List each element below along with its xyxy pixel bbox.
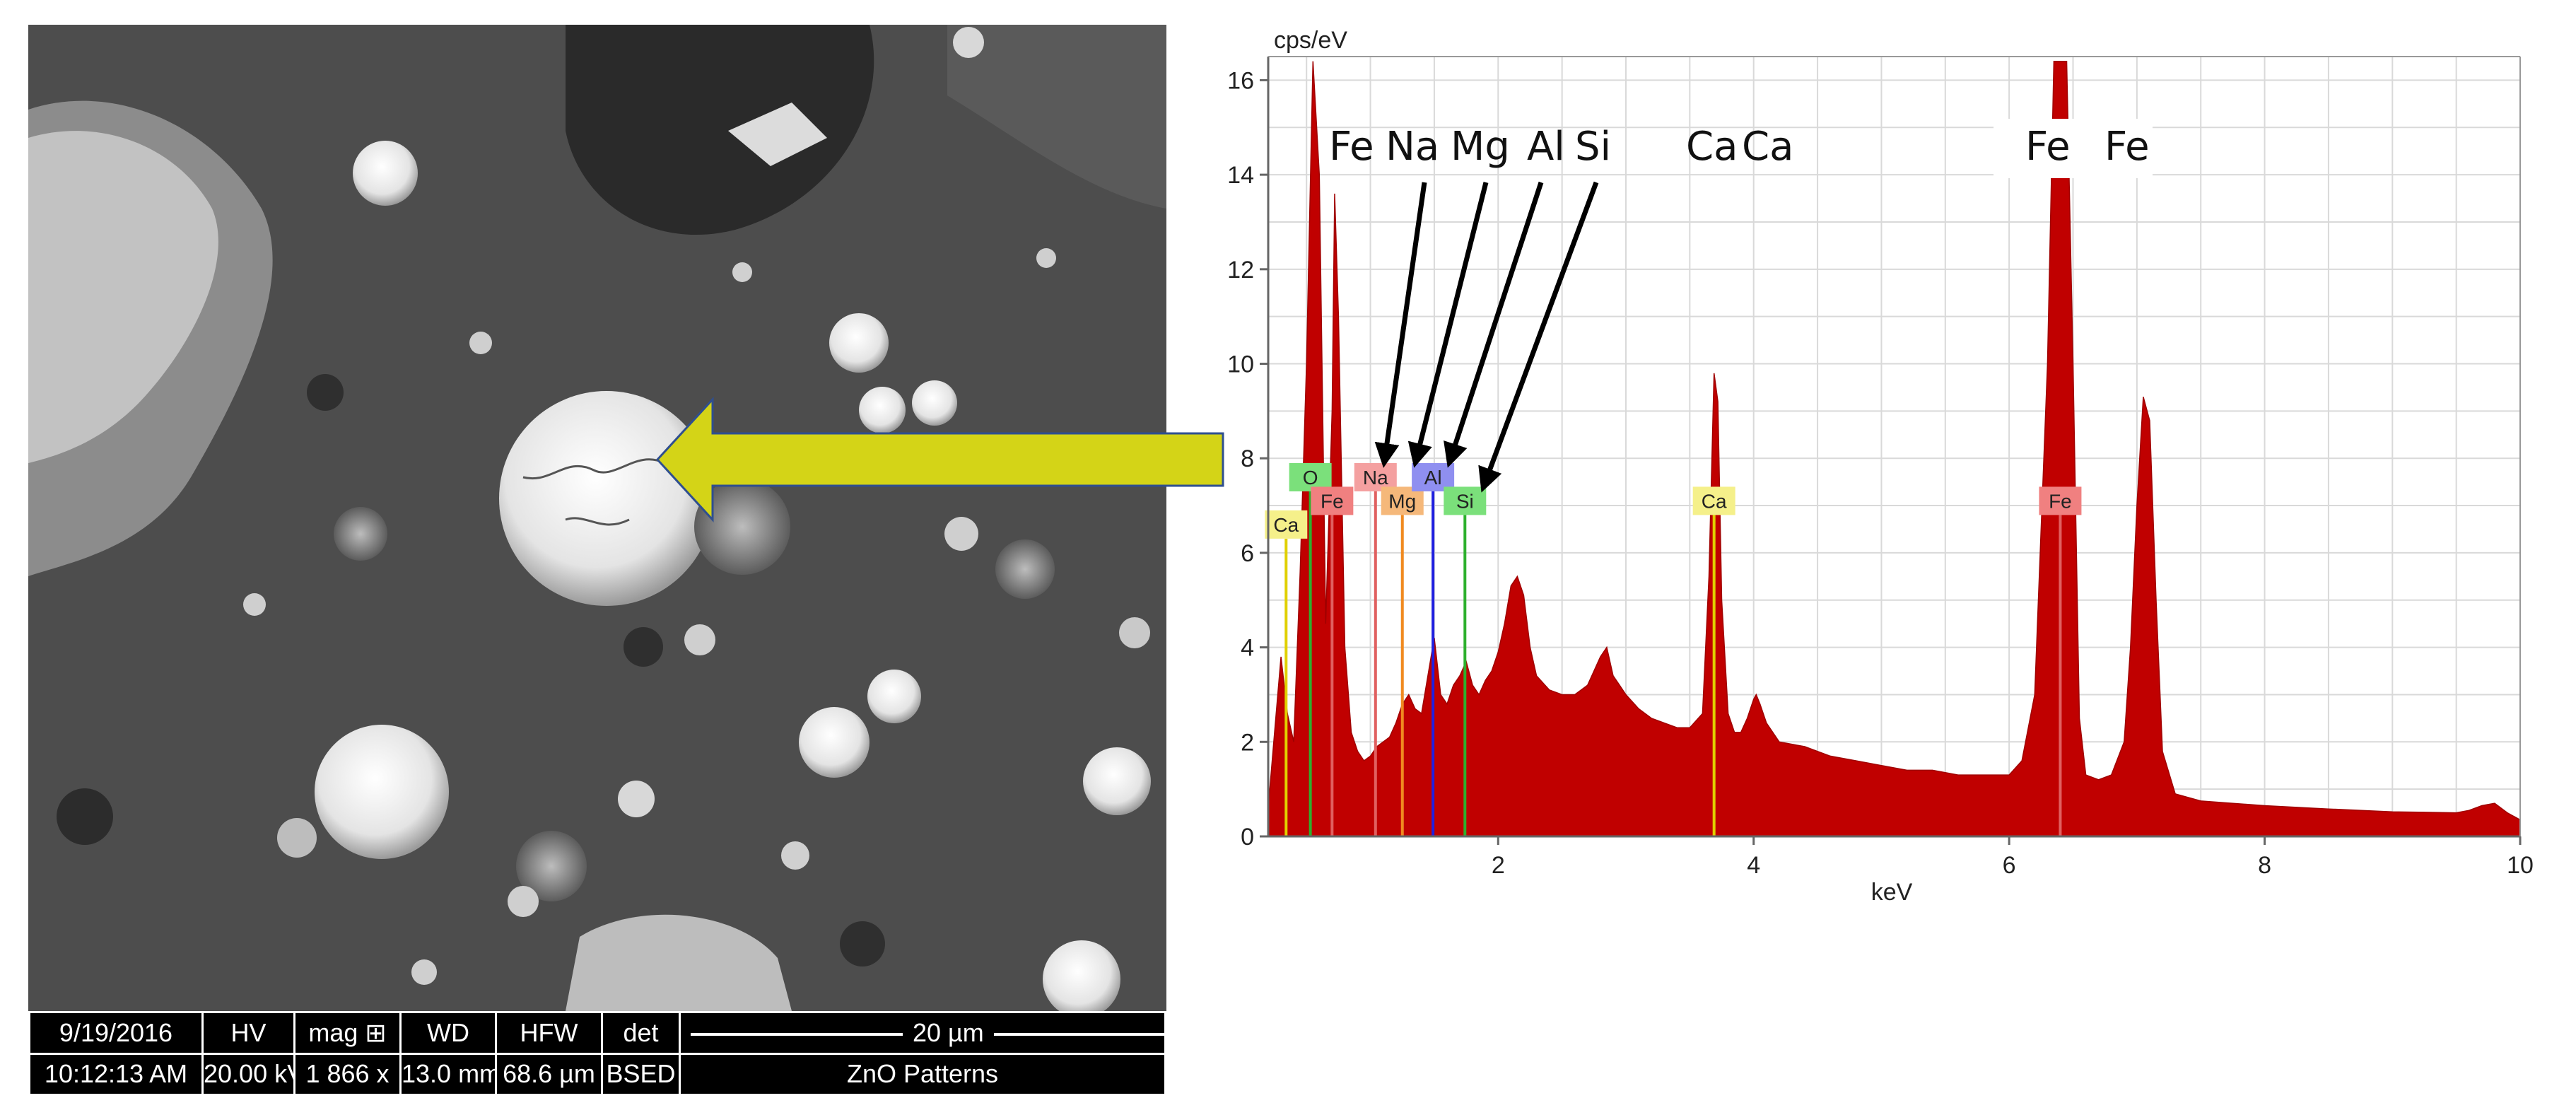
y-tick-label: 6: [1241, 540, 1254, 567]
databar-time: 10:12:13 AM: [28, 1052, 204, 1096]
databar-title: ZnO Patterns: [679, 1052, 1166, 1096]
element-marker-label: Fe: [2049, 490, 2072, 512]
y-tick-label: 4: [1241, 635, 1254, 662]
element-marker-o: O: [1289, 463, 1332, 836]
y-tick-label: 0: [1241, 824, 1254, 851]
element-marker-ca: Ca: [1692, 486, 1735, 836]
y-tick-label: 10: [1227, 351, 1254, 378]
element-marker-label: Ca: [1702, 490, 1727, 512]
tick-label-layer: 2 4 6 8 10 0 2 4 6 8 10 12 14 16: [1227, 67, 2534, 879]
scale-bar-label: 20 µm: [913, 1017, 984, 1047]
element-marker-ca: Ca: [1265, 510, 1308, 836]
y-axis-label: cps/eV: [1274, 27, 1347, 54]
x-tick-label: 6: [2003, 852, 2016, 879]
yellow-pointer-arrow: [655, 397, 1224, 522]
databar-det-value: BSED: [601, 1052, 681, 1096]
element-marker-label: Mg: [1388, 490, 1416, 512]
si-pointer-arrow: [1478, 181, 1599, 493]
databar-hfw-header: HFW: [495, 1011, 603, 1055]
element-marker-tag: [2039, 486, 2082, 515]
element-marker-tag: [1289, 463, 1332, 492]
element-marker-tag: [1692, 486, 1735, 515]
databar-hv-value: 20.00 kV: [201, 1052, 295, 1096]
databar-hfw-value: 68.6 µm: [495, 1052, 603, 1096]
y-tick-label: 8: [1241, 445, 1254, 472]
x-tick-label: 4: [1747, 852, 1760, 879]
annotation-na: Na: [1386, 124, 1439, 170]
element-marker-label: Si: [1456, 490, 1474, 512]
databar-wd-value: 13.0 mm: [399, 1052, 497, 1096]
element-marker-mg: Mg: [1381, 486, 1424, 836]
y-tick-label: 2: [1241, 729, 1254, 756]
databar-wd-header: WD: [399, 1011, 497, 1055]
annotation-ca-2: Ca: [1742, 124, 1793, 170]
sem-databar-value-row: 10:12:13 AM 20.00 kV 1 866 x 13.0 mm 68.…: [28, 1052, 1166, 1096]
annotation-fe-backdrop: [1994, 119, 2153, 178]
yellow-arrow-shape: [655, 397, 1224, 522]
x-axis-label: keV: [1871, 879, 1913, 906]
databar-mag-value: 1 866 x: [293, 1052, 402, 1096]
annotation-fe-1: Fe: [1329, 124, 1374, 170]
scale-bar-line-right: [993, 1033, 1164, 1036]
annotation-ca-1: Ca: [1686, 124, 1738, 170]
annotation-fe-3: Fe: [2104, 124, 2150, 170]
element-marker-fe: Fe: [1311, 486, 1354, 836]
mg-pointer-arrow: [1407, 182, 1489, 468]
y-tick-label: 14: [1227, 162, 1254, 189]
chart-axes: [1267, 56, 2521, 838]
na-pointer-arrow: [1374, 182, 1427, 468]
databar-hv-header: HV: [201, 1011, 295, 1055]
annotation-arrows: [1374, 181, 1599, 493]
annotation-labels: Fe Na Mg Al Si Ca Ca Fe Fe: [1329, 119, 2153, 178]
annotation-al: Al: [1527, 124, 1565, 170]
annotation-si: Si: [1575, 124, 1611, 170]
x-tick-label: 10: [2507, 852, 2534, 879]
element-marker-label: Na: [1363, 467, 1388, 489]
databar-det-header: det: [601, 1011, 681, 1055]
annotation-mg: Mg: [1451, 124, 1510, 170]
annotation-fe-2: Fe: [2025, 124, 2071, 170]
element-marker-fe: Fe: [2039, 486, 2082, 836]
element-marker-label: O: [1303, 467, 1318, 489]
sem-databar: 9/19/2016 HV mag ⊞ WD HFW det 20 µm 10:1…: [28, 1011, 1166, 1096]
x-tick-label: 2: [1492, 852, 1505, 879]
element-marker-si: Si: [1444, 486, 1487, 836]
sem-micrograph-panel: 9/19/2016 HV mag ⊞ WD HFW det 20 µm 10:1…: [28, 25, 1166, 1096]
x-tick-label: 8: [2258, 852, 2271, 879]
databar-scale-bar: 20 µm: [679, 1011, 1166, 1055]
y-tick-label: 16: [1227, 67, 1254, 94]
element-marker-label: Al: [1424, 467, 1442, 489]
element-marker-tag: [1311, 486, 1354, 515]
scale-bar-line-left: [691, 1033, 903, 1036]
databar-date: 9/19/2016: [28, 1011, 204, 1055]
sem-micrograph-image: [28, 25, 1166, 1011]
y-tick-label: 12: [1227, 257, 1254, 284]
element-marker-label: Ca: [1273, 514, 1299, 536]
sem-databar-header-row: 9/19/2016 HV mag ⊞ WD HFW det 20 µm: [28, 1011, 1166, 1055]
element-marker-label: Fe: [1321, 490, 1344, 512]
al-pointer-arrow: [1444, 181, 1544, 468]
element-marker-tag: [1265, 510, 1308, 539]
databar-mag-header: mag ⊞: [293, 1011, 402, 1055]
element-marker-tag: [1381, 486, 1424, 515]
sem-databar-table: 9/19/2016 HV mag ⊞ WD HFW det 20 µm 10:1…: [28, 1011, 1166, 1096]
